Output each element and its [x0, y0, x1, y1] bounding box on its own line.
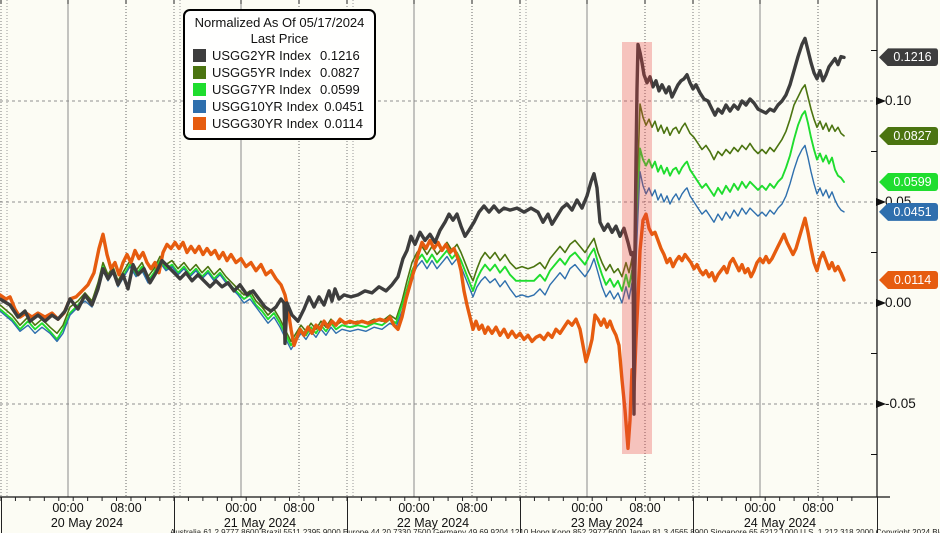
x-axis-time-label: 00:00 — [52, 501, 84, 515]
x-axis-day-separator — [877, 497, 878, 533]
x-axis-time-label: 08:00 — [629, 501, 661, 515]
series-last-price: 0.0451 — [324, 98, 364, 114]
y-axis-tick-label: 0.10 — [885, 93, 912, 108]
series-line-usgg5yr — [0, 84, 845, 343]
legend-entry: USGG2YR Index 0.1216 — [193, 47, 366, 64]
legend-title: Normalized As Of 05/17/2024 — [194, 15, 365, 30]
x-axis-time-label: 00:00 — [398, 501, 430, 515]
y-tick-arrow-icon — [876, 299, 886, 307]
legend-entry: USGG30YR Index 0.0114 — [193, 115, 366, 132]
x-axis-time-label: 00:00 — [744, 501, 776, 515]
x-axis-time-label: 00:00 — [571, 501, 603, 515]
x-axis-day-separator — [174, 497, 175, 533]
x-axis-day-separator — [520, 497, 521, 533]
series-last-price: 0.0599 — [320, 81, 360, 97]
x-axis-time-label: 08:00 — [283, 501, 315, 515]
series-line-usgg7yr — [0, 110, 845, 347]
legend-entry: USGG10YR Index 0.0451 — [193, 98, 366, 115]
series-color-swatch — [193, 83, 206, 96]
x-axis-date-label: 20 May 2024 — [50, 516, 124, 530]
footer-disclaimer: Australia 61 2 9777 8600 Brazil 5511 239… — [170, 528, 940, 533]
x-axis-day-separator — [347, 497, 348, 533]
legend-entries: USGG2YR Index 0.1216 USGG5YR Index 0.082… — [193, 47, 366, 132]
last-price-badge-usgg2yr: 0.1216 — [879, 48, 938, 67]
x-axis-time-label: 08:00 — [802, 501, 834, 515]
series-last-price: 0.0114 — [324, 115, 364, 131]
series-name-label: USGG5YR Index — [212, 64, 311, 80]
x-axis-day-separator — [693, 497, 694, 533]
series-line-usgg2yr — [0, 36, 846, 416]
series-name-label: USGG10YR Index — [212, 98, 319, 114]
x-axis-date-label: 21 May 2024 — [223, 516, 297, 530]
series-name-label: USGG2YR Index — [212, 47, 311, 63]
y-axis-tick-label: 0.00 — [885, 295, 912, 310]
y-tick-arrow-icon — [876, 400, 886, 408]
x-axis-time-label: 08:00 — [110, 501, 142, 515]
y-tick-arrow-icon — [876, 198, 886, 206]
x-axis-date-label: 23 May 2024 — [570, 516, 644, 530]
y-tick-arrow-icon — [876, 97, 886, 105]
legend-box: Normalized As Of 05/17/2024 Last Price U… — [183, 9, 376, 140]
event-highlight-band — [622, 42, 652, 454]
series-color-swatch — [193, 100, 206, 113]
last-price-badge-usgg5yr: 0.0827 — [879, 126, 938, 145]
x-axis-time-label: 00:00 — [225, 501, 257, 515]
y-axis-tick-label: -0.05 — [885, 396, 916, 411]
last-price-badge-usgg7yr: 0.0599 — [879, 173, 938, 191]
last-price-badge-usgg10yr: 0.0451 — [879, 202, 938, 221]
series-color-swatch — [193, 66, 206, 79]
x-axis-date-label: 24 May 2024 — [743, 516, 817, 530]
last-price-badge-usgg30yr: 0.0114 — [879, 270, 938, 289]
legend-subtitle: Last Price — [250, 31, 309, 46]
series-line-usgg30yr — [0, 212, 846, 451]
x-axis-day-separator — [1, 497, 2, 533]
x-axis-time-label: 08:00 — [456, 501, 488, 515]
series-line-usgg10yr — [0, 144, 845, 351]
series-color-swatch — [193, 117, 206, 130]
legend-entry: USGG5YR Index 0.0827 — [193, 64, 366, 81]
series-last-price: 0.0827 — [320, 64, 360, 80]
series-name-label: USGG7YR Index — [212, 81, 311, 97]
x-axis-date-label: 22 May 2024 — [396, 516, 470, 530]
series-name-label: USGG30YR Index — [212, 115, 319, 131]
series-color-swatch — [193, 49, 206, 62]
legend-entry: USGG7YR Index 0.0599 — [193, 81, 366, 98]
series-last-price: 0.1216 — [320, 47, 360, 63]
